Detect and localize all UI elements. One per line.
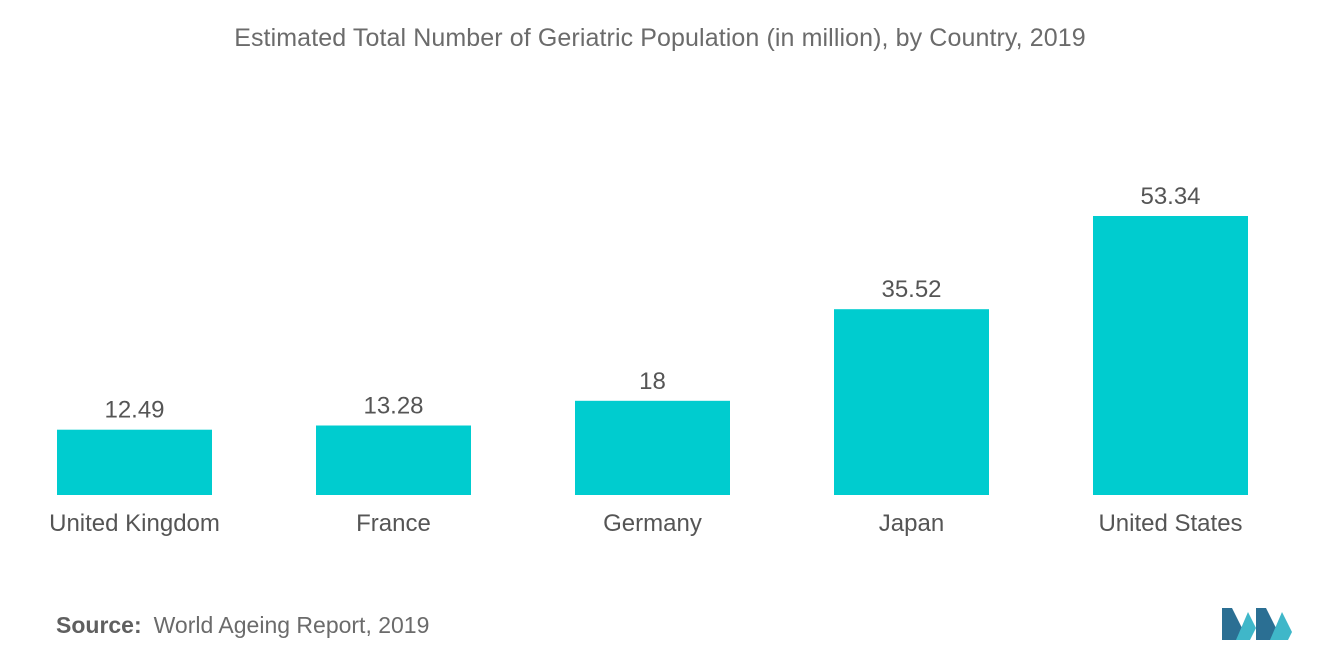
chart-title: Estimated Total Number of Geriatric Popu…: [234, 24, 1086, 52]
data-label: 53.34: [1140, 183, 1200, 210]
data-label: 18: [639, 368, 666, 395]
bar-united-kingdom: [57, 429, 212, 495]
data-label: 35.52: [881, 276, 941, 303]
bar-france: [316, 425, 471, 495]
category-label: United States: [1098, 510, 1242, 537]
data-label: 12.49: [104, 397, 164, 424]
category-label: United Kingdom: [49, 510, 220, 537]
category-label: Germany: [603, 510, 702, 537]
category-label: France: [356, 510, 431, 537]
source-line: Source: World Ageing Report, 2019: [56, 612, 429, 639]
category-label: Japan: [879, 510, 944, 537]
bar-germany: [575, 400, 730, 495]
brand-logo-icon: [1222, 608, 1292, 640]
data-label: 13.28: [363, 393, 423, 420]
bar-united-states: [1093, 216, 1248, 495]
bar-japan: [834, 309, 989, 495]
source-label: Source:: [56, 612, 142, 638]
source-text: World Ageing Report, 2019: [153, 612, 430, 638]
